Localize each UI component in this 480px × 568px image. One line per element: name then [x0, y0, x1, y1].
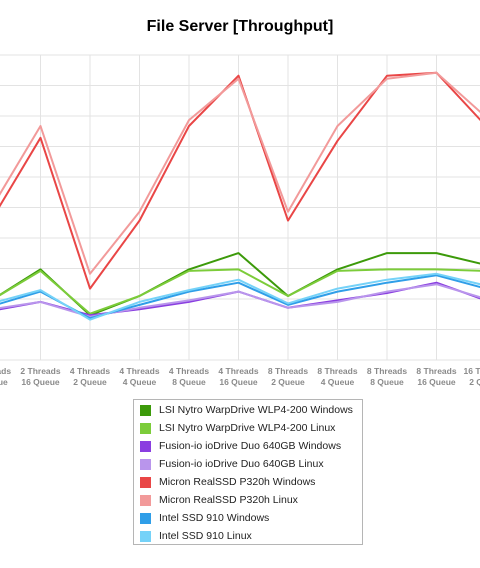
chart-grid — [0, 54, 480, 361]
legend-swatch — [140, 512, 151, 524]
series-line-3 — [0, 283, 480, 318]
legend-item: Intel SSD 910 Windows — [140, 511, 269, 525]
x-tick-label: 8 Threads 2 Queue — [268, 366, 308, 387]
series-line-5 — [0, 71, 480, 275]
legend-label: Intel SSD 910 Windows — [159, 512, 270, 524]
legend-item: Micron RealSSD P320h Windows — [140, 475, 315, 489]
legend-swatch — [140, 404, 151, 416]
legend-swatch — [140, 530, 151, 542]
legend-label: Fusion-io ioDrive Duo 640GB Linux — [159, 458, 324, 470]
legend-item: Micron RealSSD P320h Linux — [140, 493, 298, 507]
chart-legend: LSI Nytro WarpDrive WLP4-200 Windows LSI … — [133, 399, 363, 545]
legend-swatch — [140, 458, 151, 470]
series-line-7 — [0, 272, 480, 321]
legend-label: LSI Nytro WarpDrive WLP4-200 Windows — [159, 404, 353, 416]
legend-swatch — [140, 440, 151, 452]
legend-item: Fusion-io ioDrive Duo 640GB Linux — [140, 457, 324, 471]
legend-item: Fusion-io ioDrive Duo 640GB Windows — [140, 439, 341, 453]
x-tick-label: 8 Threads 4 Queue — [317, 366, 357, 387]
legend-item: LSI Nytro WarpDrive WLP4-200 Windows — [140, 403, 353, 417]
legend-label: Fusion-io ioDrive Duo 640GB Windows — [159, 440, 342, 452]
x-tick-label: 4 Threads 4 Queue — [119, 366, 159, 387]
x-tick-label: 8 Threads 8 Queue — [367, 366, 407, 387]
x-tick-label: 4 Threads 2 Queue — [70, 366, 110, 387]
legend-label: Micron RealSSD P320h Linux — [159, 494, 298, 506]
legend-item: Intel SSD 910 Linux — [140, 529, 252, 543]
legend-label: Micron RealSSD P320h Windows — [159, 476, 316, 488]
series-line-1 — [0, 268, 480, 315]
legend-item: LSI Nytro WarpDrive WLP4-200 Linux — [140, 421, 335, 435]
legend-swatch — [140, 476, 151, 488]
legend-swatch — [140, 494, 151, 506]
legend-label: Intel SSD 910 Linux — [159, 530, 252, 542]
series-line-4 — [0, 71, 480, 290]
x-tick-label: 2 Threads 16 Queue — [20, 366, 60, 387]
chart-title: File Server [Throughput] — [146, 18, 334, 35]
legend-label: LSI Nytro WarpDrive WLP4-200 Linux — [159, 422, 336, 434]
chart-series — [0, 71, 480, 321]
x-tick-label: 4 Threads 16 Queue — [218, 366, 258, 387]
x-tick-label: 8 Threads 16 Queue — [416, 366, 456, 387]
x-tick-label: 4 Threads 8 Queue — [169, 366, 209, 387]
legend-swatch — [140, 422, 151, 434]
